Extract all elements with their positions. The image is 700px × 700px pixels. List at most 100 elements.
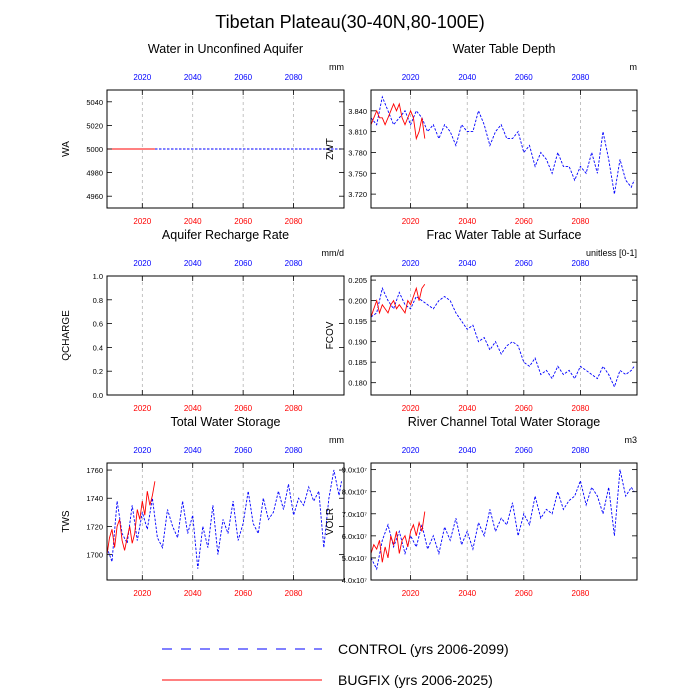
y-tick-label: 0.6 <box>93 320 103 329</box>
y-tick-label: 3.750 <box>348 169 367 178</box>
x-tick-label-top: 2060 <box>234 73 252 82</box>
x-tick-label-top: 2060 <box>234 446 252 455</box>
panel-title: Frac Water Table at Surface <box>427 228 582 242</box>
y-tick-label: 5.0x10⁷ <box>342 554 368 563</box>
series-bugfix-line <box>106 481 156 555</box>
x-tick-label-top: 2040 <box>184 73 202 82</box>
x-tick-label-bottom: 2040 <box>184 217 202 226</box>
panel-title: Water Table Depth <box>453 42 556 56</box>
x-tick-label-bottom: 2060 <box>234 217 252 226</box>
panel-qcharge: Aquifer Recharge Rate mm/d QCHARGE 0.0 0.2 0.… <box>61 228 345 413</box>
y-tick-label: 0.0 <box>93 391 103 400</box>
y-tick-label: 0.8 <box>93 296 103 305</box>
x-tick-label-top: 2060 <box>515 259 533 268</box>
x-tick-label-top: 2020 <box>402 259 420 268</box>
x-tick-label-bottom: 2040 <box>184 589 202 598</box>
x-tick-label-top: 2040 <box>184 446 202 455</box>
x-tick-label-top: 2060 <box>234 259 252 268</box>
y-axis-label: ZWT <box>325 138 336 160</box>
y-tick-label: 0.190 <box>348 338 367 347</box>
y-tick-label: 6.0x10⁷ <box>342 532 368 541</box>
y-tick-label: 0.205 <box>348 276 367 285</box>
x-tick-label-bottom: 2060 <box>234 589 252 598</box>
panel-title: Water in Unconfined Aquifer <box>148 42 303 56</box>
y-tick-label: 5000 <box>86 145 103 154</box>
y-tick-label: 7.0x10⁷ <box>342 510 368 519</box>
plot-frame <box>370 462 638 581</box>
x-tick-label-top: 2080 <box>572 73 590 82</box>
y-tick-label: 3.840 <box>348 107 367 116</box>
plot-frame <box>106 275 345 396</box>
y-tick-label: 4980 <box>86 169 103 178</box>
y-tick-label: 1760 <box>86 466 103 475</box>
y-tick-label: 5020 <box>86 121 103 130</box>
panel-wa: Water in Unconfined Aquifer mm WA 4960 4980 5… <box>61 42 345 226</box>
x-tick-label-bottom: 2080 <box>572 404 590 413</box>
x-tick-label-top: 2080 <box>572 259 590 268</box>
x-tick-label-bottom: 2080 <box>285 217 303 226</box>
y-axis-label: FCOV <box>325 321 336 349</box>
x-tick-label-bottom: 2080 <box>285 589 303 598</box>
y-tick-label: 0.195 <box>348 317 367 326</box>
panel-units: m3 <box>624 435 637 445</box>
x-tick-label-bottom: 2060 <box>234 404 252 413</box>
panel-title: Total Water Storage <box>170 415 280 429</box>
legend-label-bugfix: BUGFIX (yrs 2006-2025) <box>338 672 493 688</box>
x-tick-label-bottom: 2060 <box>515 217 533 226</box>
y-tick-label: 0.180 <box>348 379 367 388</box>
y-tick-label: 1720 <box>86 522 103 531</box>
panel-units: mm <box>329 435 344 445</box>
y-tick-label: 3.780 <box>348 148 367 157</box>
x-tick-label-bottom: 2060 <box>515 404 533 413</box>
panel-tws: Total Water Storage mm TWS 1700 1720 1740 1760… <box>61 415 345 598</box>
x-tick-label-bottom: 2060 <box>515 589 533 598</box>
y-tick-label: 0.4 <box>93 343 103 352</box>
y-tick-label: 9.0x10⁷ <box>342 466 368 475</box>
series-bugfix-line <box>370 283 426 318</box>
panel-units: mm <box>329 62 344 72</box>
x-tick-label-bottom: 2040 <box>458 404 476 413</box>
y-tick-label: 3.720 <box>348 190 367 199</box>
y-tick-label: 0.185 <box>348 358 367 367</box>
y-tick-label: 4.0x10⁷ <box>342 576 368 585</box>
x-tick-label-top: 2080 <box>285 73 303 82</box>
y-axis-label: TWS <box>61 510 72 533</box>
series-bugfix-line <box>370 102 426 141</box>
x-tick-label-top: 2080 <box>572 446 590 455</box>
x-tick-label-top: 2020 <box>133 446 151 455</box>
panel-units: mm/d <box>322 248 345 258</box>
plot-frame <box>106 462 345 581</box>
legend-label-control: CONTROL (yrs 2006-2099) <box>338 641 509 657</box>
x-tick-label-bottom: 2040 <box>184 404 202 413</box>
panel-units: unitless [0-1] <box>586 248 637 258</box>
x-tick-label-bottom: 2020 <box>402 404 420 413</box>
x-tick-label-top: 2020 <box>402 73 420 82</box>
x-tick-label-bottom: 2020 <box>133 217 151 226</box>
x-tick-label-top: 2040 <box>184 259 202 268</box>
x-tick-label-top: 2060 <box>515 73 533 82</box>
y-tick-label: 3.810 <box>348 128 367 137</box>
series-control-line <box>370 95 635 195</box>
y-tick-label: 0.200 <box>348 297 367 306</box>
panel-title: River Channel Total Water Storage <box>408 415 601 429</box>
y-tick-label: 4960 <box>86 192 103 201</box>
y-tick-label: 1700 <box>86 551 103 560</box>
panel-volr: River Channel Total Water Storage m3 VOLR 4… <box>325 415 638 598</box>
y-axis-label: WA <box>61 141 72 157</box>
figure-title: Tibetan Plateau(30-40N,80-100E) <box>215 12 485 32</box>
plot-frame <box>370 275 638 396</box>
x-tick-label-top: 2080 <box>285 446 303 455</box>
x-tick-label-top: 2020 <box>133 259 151 268</box>
x-tick-label-bottom: 2080 <box>285 404 303 413</box>
legend: CONTROL (yrs 2006-2099) BUGFIX (yrs 2006… <box>162 641 509 688</box>
panel-fcov: Frac Water Table at Surface unitless [0-1… <box>325 228 638 413</box>
series-control-line <box>370 469 635 571</box>
y-tick-label: 1740 <box>86 494 103 503</box>
panel-zwt: Water Table Depth m ZWT 3.720 3.750 3.780 3.81… <box>325 42 638 226</box>
x-tick-label-bottom: 2020 <box>402 589 420 598</box>
x-tick-label-top: 2020 <box>402 446 420 455</box>
x-tick-label-top: 2040 <box>458 259 476 268</box>
x-tick-label-top: 2080 <box>285 259 303 268</box>
plot-frame <box>370 89 638 209</box>
